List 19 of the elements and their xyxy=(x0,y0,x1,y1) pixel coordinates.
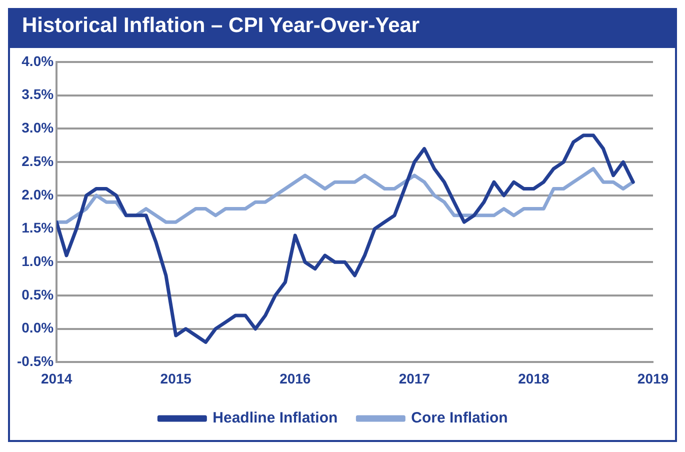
y-tick-label: 2.0% xyxy=(22,186,54,202)
x-tick-label: 2014 xyxy=(40,370,72,386)
legend-label: Core Inflation xyxy=(411,410,508,427)
x-tick-label: 2019 xyxy=(637,370,669,386)
y-tick-label: -0.5% xyxy=(16,353,54,370)
y-tick-label: 3.0% xyxy=(22,120,54,136)
legend-label: Headline Inflation xyxy=(212,410,338,427)
x-tick-label: 2015 xyxy=(160,370,192,386)
y-tick-label: 1.5% xyxy=(22,220,54,236)
x-tick-label: 2016 xyxy=(280,370,311,386)
chart-title: Historical Inflation – CPI Year-Over-Year xyxy=(8,8,677,48)
x-tick-label: 2018 xyxy=(518,370,550,386)
y-tick-label: 4.0% xyxy=(22,52,54,69)
y-tick-label: 1.0% xyxy=(22,252,54,269)
y-tick-label: 2.5% xyxy=(22,152,54,169)
y-tick-label: 0.0% xyxy=(22,320,54,336)
y-tick-label: 3.5% xyxy=(22,86,54,102)
y-tick-label: 0.5% xyxy=(22,286,54,302)
x-tick-label: 2017 xyxy=(398,370,430,386)
